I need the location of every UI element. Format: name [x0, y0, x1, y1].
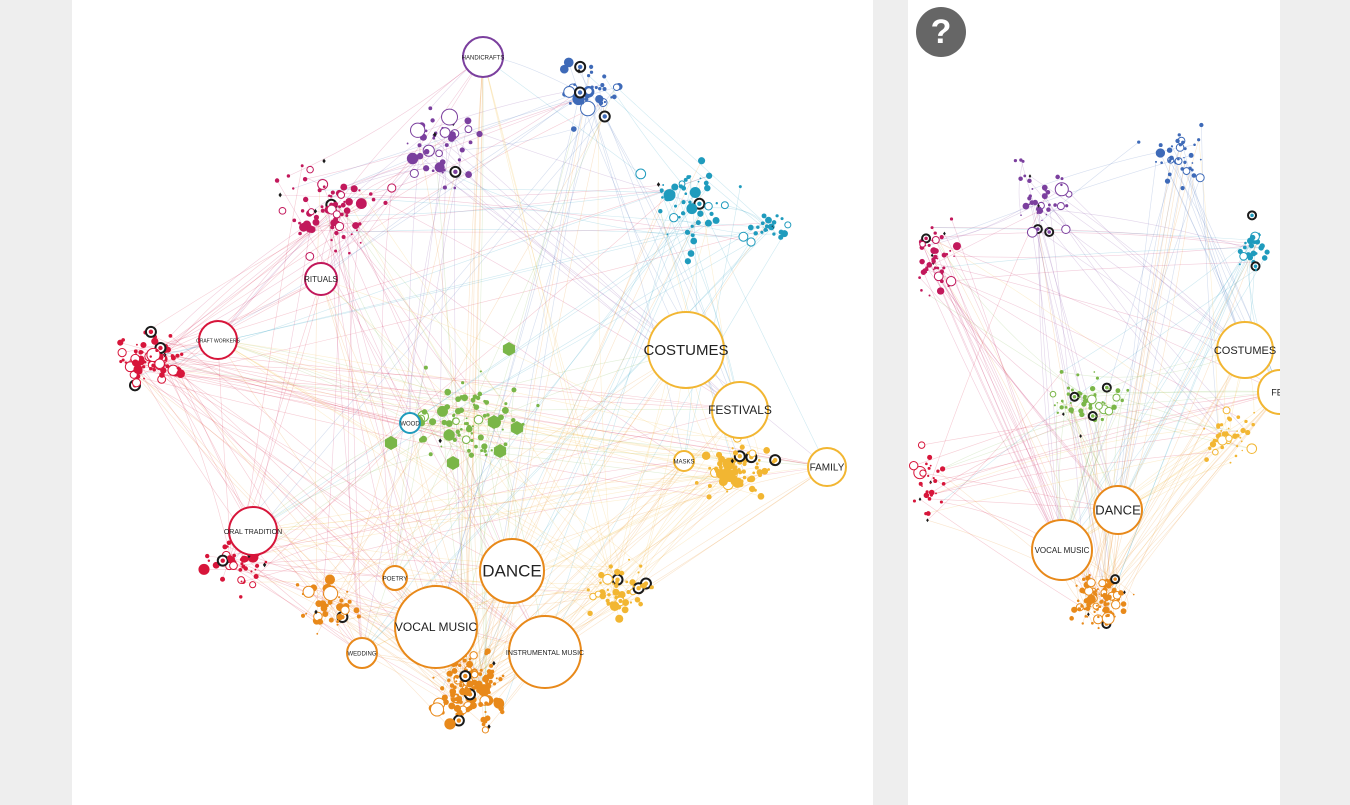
main-network-panel	[72, 0, 873, 805]
help-button[interactable]: ?	[916, 7, 966, 57]
side-network-panel: ?	[908, 0, 1280, 805]
